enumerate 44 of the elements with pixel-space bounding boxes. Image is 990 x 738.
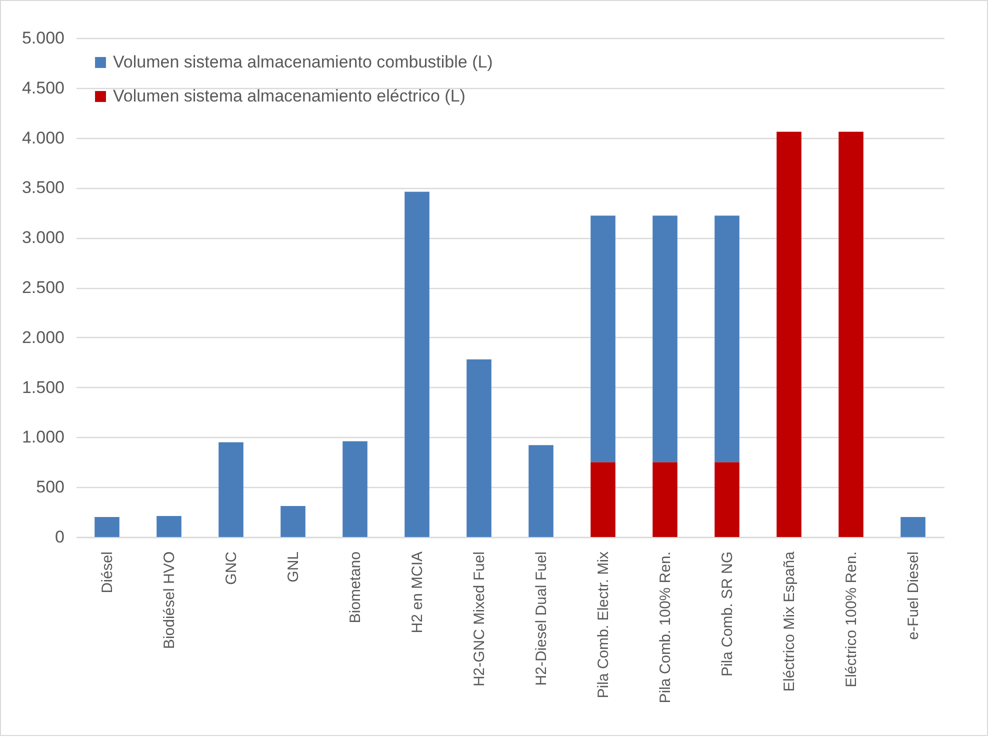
bar (652, 216, 678, 462)
x-tick-label: Biometano (347, 552, 364, 624)
bar (900, 517, 926, 537)
bar (776, 132, 802, 537)
bar (218, 442, 244, 537)
x-tick-label: H2 en MCIA (409, 552, 426, 634)
x-tick-label: Pila Comb. Electr. Mix (595, 551, 612, 698)
x-tick-label: H2-GNC Mixed Fuel (471, 552, 488, 687)
x-tick-label: e-Fuel Diesel (905, 552, 922, 640)
y-tick-label: 1.000 (22, 428, 64, 447)
bar (714, 462, 740, 537)
y-tick-label: 5.000 (22, 28, 64, 48)
x-tick-label: Eléctrico 100% Ren. (843, 552, 860, 688)
bar (838, 132, 864, 537)
y-tick-label: 4.000 (22, 128, 64, 148)
bar (590, 216, 616, 462)
x-tick-label: Diésel (99, 552, 116, 594)
y-tick-label: 500 (36, 478, 64, 497)
bar (342, 441, 368, 537)
bar (466, 359, 492, 537)
bar (714, 216, 740, 462)
y-tick-label: 3.000 (22, 228, 64, 248)
bar (590, 462, 616, 537)
bar (94, 517, 120, 537)
y-tick-label: 3.500 (22, 178, 64, 198)
bar (156, 516, 182, 537)
bar (528, 445, 554, 537)
x-tick-label: GNC (223, 551, 240, 585)
y-tick-label: 2.500 (22, 278, 64, 297)
x-tick-label: GNL (285, 552, 302, 582)
x-tick-label: H2-Diesel Dual Fuel (533, 552, 550, 686)
bar (652, 462, 678, 537)
x-tick-label: Pila Comb. 100% Ren. (657, 552, 674, 704)
bar (280, 506, 306, 537)
legend-label: Volumen sistema almacenamiento eléctrico (L) (113, 86, 466, 106)
x-tick-label: Biodiésel HVO (161, 552, 178, 650)
legend-label: Volumen sistema almacenamiento combustible (L) (113, 52, 493, 72)
y-tick-label: 4.500 (22, 78, 64, 98)
y-tick-label: 2.000 (22, 328, 64, 347)
bar (404, 192, 430, 537)
x-tick-label: Pila Comb. SR NG (719, 552, 736, 677)
x-tick-label: Eléctrico Mix España (781, 550, 798, 692)
y-tick-label: 0 (55, 528, 64, 546)
y-tick-label: 1.500 (22, 378, 64, 397)
